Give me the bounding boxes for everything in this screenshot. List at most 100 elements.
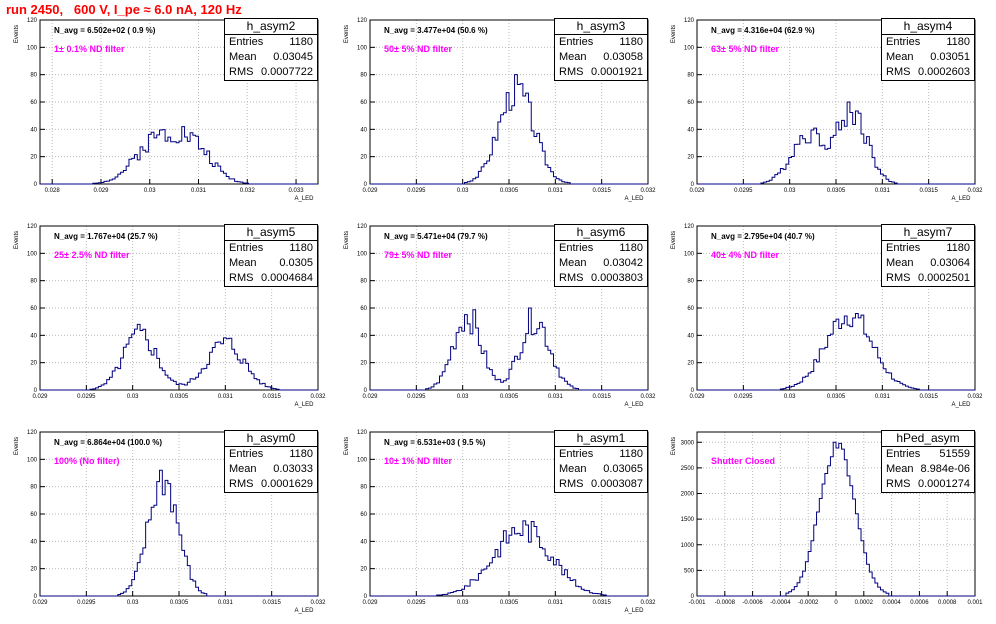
y-tick-label: 60 xyxy=(687,100,694,106)
x-axis-label: A_LED xyxy=(294,608,314,614)
stats-row-entries: Entries 51559 xyxy=(882,447,974,462)
stats-label: Entries xyxy=(559,36,594,48)
n-avg-label: N_avg = 4.316e+04 (62.9 %) xyxy=(711,26,815,35)
stats-box: h_asym1 Entries 1180 Mean 0.03065 RMS 0.000308… xyxy=(554,430,648,493)
x-tick-label: 0.0295 xyxy=(77,394,96,400)
stats-label: Mean xyxy=(886,257,914,269)
histogram-panel-h_asym1: 0.029 0.0295 0.03 0.0305 0.031 0.0315 0.032 0 20… xyxy=(338,424,658,624)
x-tick-label: 0.031 xyxy=(548,394,564,400)
filter-label: 100% (No filter) xyxy=(54,456,120,466)
stats-box: hPed_asym Entries 51559 Mean 8.984e-06 RMS 0.0… xyxy=(881,430,975,493)
histogram-line-h_asym2 xyxy=(40,126,318,185)
y-axis-label: Events xyxy=(14,231,20,249)
histogram-panel-h_asym0: 0.029 0.0295 0.03 0.0305 0.031 0.0315 0.032 0 20… xyxy=(8,424,328,624)
histogram-title: h_asym1 xyxy=(555,431,647,447)
x-tick-label: 0.0004 xyxy=(882,600,901,606)
stats-label: RMS xyxy=(229,272,254,284)
y-tick-label: 1500 xyxy=(681,517,695,523)
x-tick-label: 0.029 xyxy=(689,188,705,194)
stats-label: RMS xyxy=(886,66,911,78)
stats-box: h_asym2 Entries 1180 Mean 0.03045 RMS 0.000772… xyxy=(224,18,318,81)
histogram-panel-h_asym7: 0.029 0.0295 0.03 0.0305 0.031 0.0315 0.032 0 20… xyxy=(665,218,985,418)
x-tick-label: 0.032 xyxy=(310,600,326,606)
stats-label: Entries xyxy=(559,242,594,254)
stats-label: RMS xyxy=(229,66,254,78)
y-tick-label: 60 xyxy=(360,512,367,518)
n-avg-label: N_avg = 6.531e+03 ( 9.5 %) xyxy=(384,438,486,447)
y-tick-label: 20 xyxy=(30,155,37,161)
y-tick-label: 1000 xyxy=(681,543,695,549)
x-tick-label: 0.03 xyxy=(784,188,796,194)
stats-row-mean: Mean 0.03042 xyxy=(555,256,647,271)
y-tick-label: 20 xyxy=(360,155,367,161)
x-tick-label: 0.0315 xyxy=(592,600,611,606)
stats-label: RMS xyxy=(229,478,254,490)
y-tick-label: 100 xyxy=(684,251,695,257)
y-tick-label: 40 xyxy=(687,333,694,339)
x-tick-label: 0.031 xyxy=(218,600,234,606)
y-tick-label: 40 xyxy=(360,127,367,133)
y-axis-label: Events xyxy=(671,25,677,43)
y-tick-label: 20 xyxy=(687,155,694,161)
x-tick-label: 0.03 xyxy=(784,394,796,400)
histogram-line-h_asym6 xyxy=(370,307,648,391)
x-tick-label: 0.03 xyxy=(144,188,156,194)
x-tick-label: 0.0315 xyxy=(919,394,938,400)
x-tick-label: 0.032 xyxy=(310,394,326,400)
stats-label: Mean xyxy=(559,463,587,475)
filter-label: 63± 5% ND filter xyxy=(711,44,779,54)
stats-box: h_asym7 Entries 1180 Mean 0.03064 RMS 0.000250… xyxy=(881,224,975,287)
x-tick-label: 0.0315 xyxy=(262,394,281,400)
stats-value: 0.03051 xyxy=(930,51,970,63)
x-tick-label: 0.0006 xyxy=(910,600,929,606)
stats-value: 0.0001274 xyxy=(918,478,970,490)
stats-box: h_asym4 Entries 1180 Mean 0.03051 RMS 0.000260… xyxy=(881,18,975,81)
y-tick-label: 80 xyxy=(687,73,694,79)
y-tick-label: 2000 xyxy=(681,492,695,498)
x-tick-label: 0.032 xyxy=(967,394,983,400)
y-tick-label: 120 xyxy=(357,430,368,436)
y-tick-label: 60 xyxy=(687,306,694,312)
y-tick-label: 120 xyxy=(357,18,368,24)
stats-label: Mean xyxy=(559,51,587,63)
stats-row-mean: Mean 8.984e-06 xyxy=(882,462,974,477)
stats-label: Entries xyxy=(229,36,264,48)
filter-label: Shutter Closed xyxy=(711,456,776,466)
y-tick-label: 0 xyxy=(364,388,368,394)
y-tick-label: 60 xyxy=(30,306,37,312)
x-tick-label: 0.032 xyxy=(640,600,656,606)
x-tick-label: 0.029 xyxy=(362,394,378,400)
histogram-title: h_asym2 xyxy=(225,19,317,35)
stats-row-rms: RMS 0.0004684 xyxy=(225,271,317,286)
x-tick-label: 0.0008 xyxy=(938,600,957,606)
stats-row-mean: Mean 0.03058 xyxy=(555,50,647,65)
x-tick-label: 0.03 xyxy=(457,394,469,400)
n-avg-label: N_avg = 3.477e+04 (50.6 %) xyxy=(384,26,488,35)
histogram-panel-h_asym4: 0.029 0.0295 0.03 0.0305 0.031 0.0315 0.032 0 20… xyxy=(665,12,985,212)
x-tick-label: 0.0295 xyxy=(407,188,426,194)
histogram-panel-h_asym5: 0.029 0.0295 0.03 0.0305 0.031 0.0315 0.032 0 20… xyxy=(8,218,328,418)
stats-value: 0.03058 xyxy=(603,51,643,63)
y-tick-label: 120 xyxy=(27,430,38,436)
stats-value: 0.0002501 xyxy=(918,272,970,284)
x-axis-label: A_LED xyxy=(951,196,971,202)
y-tick-label: 20 xyxy=(30,361,37,367)
histogram-title: h_asym4 xyxy=(882,19,974,35)
filter-label: 1± 0.1% ND filter xyxy=(54,44,125,54)
stats-box: h_asym0 Entries 1180 Mean 0.03033 RMS 0.000162… xyxy=(224,430,318,493)
y-tick-label: 60 xyxy=(360,100,367,106)
x-tick-label: 0.0315 xyxy=(262,600,281,606)
y-tick-label: 0 xyxy=(691,182,695,188)
histogram-panel-h_asym3: 0.029 0.0295 0.03 0.0305 0.031 0.0315 0.032 0 20… xyxy=(338,12,658,212)
n-avg-label: N_avg = 6.864e+04 (100.0 %) xyxy=(54,438,163,447)
stats-label: Mean xyxy=(886,463,914,475)
y-tick-label: 120 xyxy=(27,224,38,230)
stats-row-mean: Mean 0.03045 xyxy=(225,50,317,65)
y-tick-label: 40 xyxy=(30,127,37,133)
y-tick-label: 0 xyxy=(34,182,38,188)
x-tick-label: 0.0295 xyxy=(734,394,753,400)
histogram-line-h_asym0 xyxy=(40,469,318,597)
stats-box: h_asym3 Entries 1180 Mean 0.03058 RMS 0.000192… xyxy=(554,18,648,81)
stats-value: 0.0002603 xyxy=(918,66,970,78)
